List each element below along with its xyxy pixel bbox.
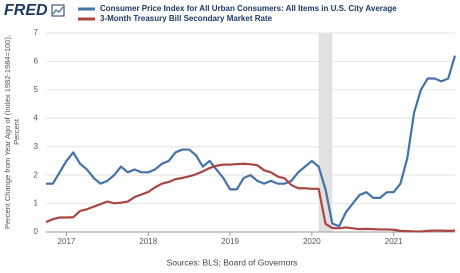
y-axis-label-line: Percent Change from Year Ago of (Index 1… — [3, 35, 12, 229]
source: Sources: BLS; Board of Governors — [167, 257, 298, 267]
y-tick-label: 2 — [34, 170, 39, 179]
y-tick-label: 3 — [34, 142, 39, 151]
y-axis-label-line: Percent — [12, 118, 21, 145]
legend-label: Consumer Price Index for All Urban Consu… — [100, 4, 397, 13]
y-tick-label: 1 — [34, 199, 39, 208]
legend-label: 3-Month Treasury Bill Secondary Market R… — [100, 14, 273, 23]
y-axis-label: Percent Change from Year Ago of (Index 1… — [3, 35, 21, 229]
logo-icon — [51, 4, 65, 17]
series-line — [45, 162, 456, 233]
y-tick-label: 0 — [34, 227, 39, 236]
y-tick-label: 4 — [34, 113, 39, 122]
x-tick-label: 2018 — [139, 237, 157, 246]
logo: FRED — [4, 2, 48, 19]
y-tick-label: 7 — [34, 28, 39, 37]
y-tick-label: 5 — [34, 85, 39, 94]
x-tick-label: 2017 — [58, 237, 76, 246]
x-tick-label: 2021 — [385, 237, 403, 246]
recession-shade — [318, 33, 333, 232]
x-tick-label: 2019 — [221, 237, 239, 246]
y-tick-label: 6 — [34, 57, 39, 66]
series-line — [46, 55, 457, 228]
x-tick-label: 2020 — [303, 237, 321, 246]
